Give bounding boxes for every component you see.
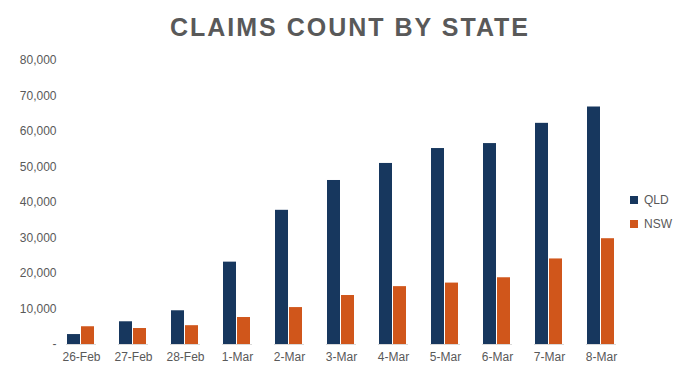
svg-text:60,000: 60,000 <box>20 124 57 138</box>
svg-text:5-Mar: 5-Mar <box>430 350 461 364</box>
svg-text:70,000: 70,000 <box>20 89 57 103</box>
svg-text:4-Mar: 4-Mar <box>378 350 409 364</box>
svg-text:10,000: 10,000 <box>20 302 57 316</box>
svg-text:28-Feb: 28-Feb <box>166 350 204 364</box>
html-text:QLD: QLD <box>644 193 669 207</box>
html-text:NSW: NSW <box>644 217 672 231</box>
svg-text:27-Feb: 27-Feb <box>114 350 152 364</box>
svg-text:40,000: 40,000 <box>20 195 57 209</box>
svg-text:6-Mar: 6-Mar <box>482 350 513 364</box>
svg-text:30,000: 30,000 <box>20 231 57 245</box>
svg-text:8-Mar: 8-Mar <box>586 350 617 364</box>
svg-text:3-Mar: 3-Mar <box>326 350 357 364</box>
svg-text:20,000: 20,000 <box>20 266 57 280</box>
svg-text:80,000: 80,000 <box>20 53 57 67</box>
svg-text:7-Mar: 7-Mar <box>534 350 565 364</box>
svg-text:50,000: 50,000 <box>20 160 57 174</box>
svg-text:-: - <box>53 337 57 351</box>
svg-text:26-Feb: 26-Feb <box>62 350 100 364</box>
html-text:CLAIMS COUNT BY STATE: CLAIMS COUNT BY STATE <box>170 13 530 41</box>
svg-text:2-Mar: 2-Mar <box>274 350 305 364</box>
svg-text:1-Mar: 1-Mar <box>222 350 253 364</box>
